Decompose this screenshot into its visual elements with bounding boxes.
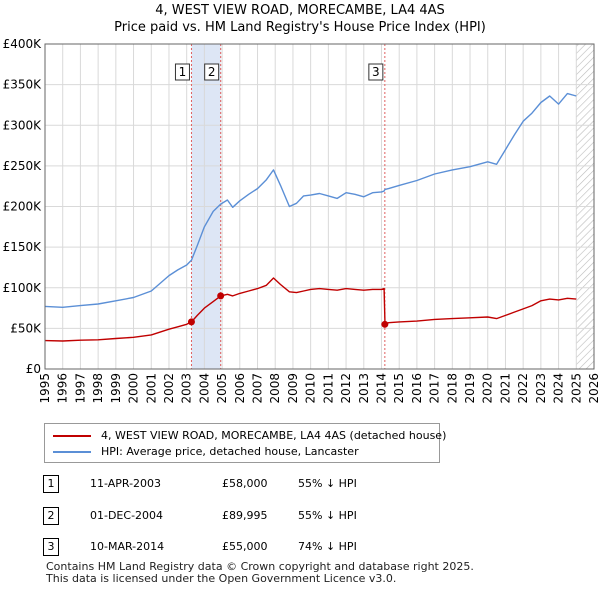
sale-price: £55,000: [222, 540, 268, 553]
sale-row: 2 01-DEC-2004 £89,995 55% ↓ HPI: [0, 507, 600, 527]
footer-copyright: Contains HM Land Registry data © Crown c…: [46, 560, 474, 573]
x-tick-label: 2000: [127, 373, 141, 404]
sale-point: [187, 318, 195, 326]
x-tick-label: 2004: [197, 373, 211, 404]
sale-marker-badge: [204, 63, 220, 81]
sale-number-badge: 2: [43, 507, 59, 525]
x-tick-label: 2006: [233, 373, 247, 404]
chart-legend: 4, WEST VIEW ROAD, MORECAMBE, LA4 4AS (d…: [44, 423, 446, 463]
y-tick-label: £100K: [3, 281, 43, 295]
x-tick-label: 1996: [56, 373, 70, 404]
x-tick-label: 2008: [268, 373, 282, 404]
x-tick-label: 2025: [569, 373, 583, 404]
sale-price: £89,995: [222, 509, 268, 522]
chart-subtitle: Price paid vs. HM Land Registry's House …: [114, 20, 486, 35]
x-tick-label: 2023: [534, 373, 548, 404]
y-tick-label: £300K: [3, 118, 43, 132]
sale-hpi-diff: 55% ↓ HPI: [298, 477, 357, 490]
x-tick-label: 2018: [445, 373, 459, 404]
y-tick-label: £250K: [3, 159, 43, 173]
x-tick-label: 2026: [587, 373, 600, 404]
property-series-line: [44, 277, 577, 342]
footer-licence: This data is licensed under the Open Gov…: [46, 572, 397, 585]
x-tick-label: 2022: [516, 373, 530, 404]
legend-swatch-hpi: [53, 451, 91, 453]
chart-title: 4, WEST VIEW ROAD, MORECAMBE, LA4 4AS: [155, 3, 445, 18]
x-tick-label: 2002: [162, 373, 176, 404]
sale-row: 3 10-MAR-2014 £55,000 74% ↓ HPI: [0, 538, 600, 558]
x-tick-label: 1997: [73, 373, 87, 404]
y-tick-label: £0: [26, 362, 41, 376]
sale-number-badge: 1: [43, 475, 59, 493]
sale-marker-label: 1: [179, 65, 187, 79]
x-tick-label: 2001: [144, 373, 158, 404]
x-tick-label: 2007: [251, 373, 265, 404]
sale-marker-badge: [174, 63, 190, 81]
x-tick-label: 2005: [215, 373, 229, 404]
x-tick-label: 2019: [463, 373, 477, 404]
x-tick-label: 2012: [339, 373, 353, 404]
x-tick-label: 2014: [374, 373, 388, 404]
y-tick-label: £50K: [10, 321, 42, 335]
sale-hpi-diff: 74% ↓ HPI: [298, 540, 357, 553]
price-chart: 1 2 3 £0 £50K £100K £150K £200K £250K £300K £350K £…: [3, 37, 600, 404]
sale-hpi-diff: 55% ↓ HPI: [298, 509, 357, 522]
x-tick-label: 1995: [38, 373, 52, 404]
sale-point: [381, 320, 389, 328]
sale-price: £58,000: [222, 477, 268, 490]
sale-marker-badge: [368, 63, 384, 81]
sale-date: 01-DEC-2004: [90, 509, 164, 522]
x-tick-label: 2016: [410, 373, 424, 404]
hpi-series-line: [44, 92, 577, 308]
plot-frame: [44, 43, 595, 370]
sale-point: [217, 292, 225, 300]
sale-date: 10-MAR-2014: [90, 540, 165, 553]
x-tick-label: 2024: [552, 373, 566, 404]
sale-number-badge: 3: [43, 538, 59, 556]
legend-label-hpi: HPI: Average price, detached house, Lanc…: [101, 445, 359, 458]
x-tick-label: 2011: [321, 373, 335, 404]
x-tick-label: 2010: [304, 373, 318, 404]
y-tick-label: £400K: [3, 37, 43, 51]
x-tick-label: 2013: [357, 373, 371, 404]
y-tick-label: £150K: [3, 240, 43, 254]
x-tick-label: 1999: [109, 373, 123, 404]
y-tick-label: £350K: [3, 78, 43, 92]
x-tick-label: 1998: [91, 373, 105, 404]
x-tick-label: 2009: [286, 373, 300, 404]
legend-label-property: 4, WEST VIEW ROAD, MORECAMBE, LA4 4AS (d…: [101, 429, 447, 442]
x-tick-label: 2017: [428, 373, 442, 404]
sale-marker-label: 2: [208, 65, 216, 79]
sale-date: 11-APR-2003: [90, 477, 162, 490]
x-tick-label: 2021: [498, 373, 512, 404]
x-tick-label: 2015: [392, 373, 406, 404]
y-tick-label: £200K: [3, 200, 43, 214]
sale-row: 1 11-APR-2003 £58,000 55% ↓ HPI: [0, 475, 600, 495]
legend-swatch-property: [53, 435, 91, 437]
sale-marker-label: 3: [372, 65, 380, 79]
x-tick-label: 2003: [180, 373, 194, 404]
x-tick-label: 2020: [481, 373, 495, 404]
